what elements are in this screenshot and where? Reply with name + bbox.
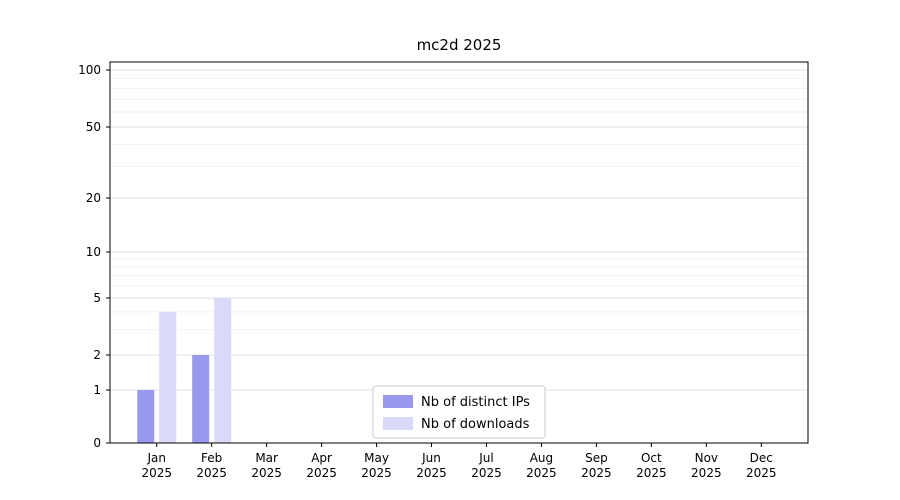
x-tick-label-year: 2025: [416, 466, 447, 480]
x-tick-label-month: May: [364, 451, 389, 465]
x-tick-label-year: 2025: [471, 466, 502, 480]
bar-feb-series2: [214, 298, 232, 443]
y-tick-label: 2: [93, 348, 101, 362]
bar-jan-series1: [137, 390, 155, 443]
x-tick-label-year: 2025: [251, 466, 282, 480]
y-tick-label: 5: [93, 291, 101, 305]
x-tick-label-year: 2025: [581, 466, 612, 480]
x-tick-label-month: Jun: [421, 451, 441, 465]
x-tick-label-year: 2025: [306, 466, 337, 480]
y-tick-label: 0: [93, 436, 101, 450]
x-tick-label-month: Jan: [146, 451, 166, 465]
y-tick-label: 50: [86, 120, 101, 134]
bar-jan-series2: [159, 311, 177, 443]
x-tick-label-year: 2025: [636, 466, 667, 480]
chart-title: mc2d 2025: [416, 36, 502, 54]
y-tick-label: 1: [93, 383, 101, 397]
x-tick-label-month: Mar: [255, 451, 278, 465]
x-tick-label-month: Feb: [201, 451, 222, 465]
x-tick-label-month: Jul: [478, 451, 493, 465]
legend-box: [372, 385, 546, 439]
legend-label-1: Nb of distinct IPs: [421, 395, 530, 410]
x-tick-label-month: Nov: [695, 451, 718, 465]
legend-swatch-1: [383, 395, 413, 408]
x-tick-label-month: Aug: [530, 451, 553, 465]
x-tick-label-year: 2025: [196, 466, 227, 480]
y-tick-label: 10: [86, 245, 101, 259]
y-tick-label: 20: [86, 191, 101, 205]
y-tick-label: 100: [78, 63, 101, 77]
x-tick-label-month: Sep: [585, 451, 608, 465]
x-tick-label-year: 2025: [526, 466, 557, 480]
x-tick-label-year: 2025: [746, 466, 777, 480]
bar-feb-series1: [192, 355, 210, 443]
x-tick-label-month: Dec: [750, 451, 773, 465]
x-tick-label-month: Apr: [311, 451, 332, 465]
legend-swatch-2: [383, 417, 413, 430]
legend-label-2: Nb of downloads: [421, 417, 530, 432]
x-tick-label-year: 2025: [361, 466, 392, 480]
x-tick-label-month: Oct: [641, 451, 662, 465]
x-tick-label-year: 2025: [691, 466, 722, 480]
x-tick-label-year: 2025: [141, 466, 172, 480]
